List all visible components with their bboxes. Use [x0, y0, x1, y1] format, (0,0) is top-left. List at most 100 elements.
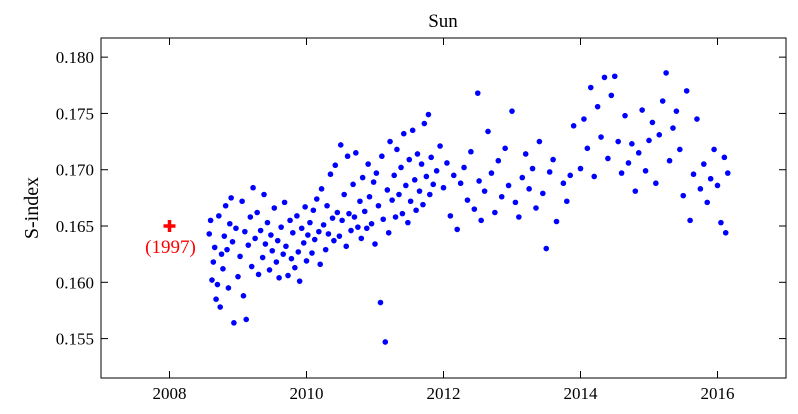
- data-point: [512, 199, 519, 206]
- data-point: [329, 215, 336, 221]
- data-point: [216, 213, 222, 219]
- data-point: [351, 214, 358, 220]
- data-point: [577, 165, 584, 172]
- data-point: [361, 208, 368, 215]
- data-point: [348, 227, 354, 234]
- data-point: [269, 247, 276, 254]
- data-point: [266, 267, 273, 273]
- data-point: [322, 246, 329, 253]
- data-point: [403, 182, 409, 189]
- data-point: [522, 151, 529, 157]
- data-point: [492, 209, 498, 216]
- data-point: [350, 181, 356, 188]
- data-point: [581, 116, 587, 122]
- data-point: [536, 138, 543, 145]
- data-point: [391, 172, 397, 179]
- data-point: [601, 74, 608, 81]
- data-point: [505, 182, 512, 189]
- data-point: [625, 160, 632, 166]
- data-point: [605, 155, 611, 162]
- data-point: [683, 88, 690, 94]
- data-point: [450, 172, 457, 179]
- data-point: [598, 134, 604, 140]
- data-point: [428, 154, 434, 161]
- data-point: [229, 238, 236, 245]
- x-tick-label: 2014: [564, 384, 599, 403]
- data-point: [280, 251, 287, 257]
- data-point: [316, 228, 322, 235]
- data-point: [370, 179, 377, 185]
- data-point: [218, 251, 225, 257]
- data-point: [318, 186, 325, 192]
- data-point: [355, 224, 361, 230]
- data-point: [222, 202, 229, 209]
- data-point: [305, 232, 311, 238]
- data-point: [285, 272, 291, 279]
- data-point: [245, 242, 252, 248]
- data-point: [454, 226, 461, 233]
- data-point: [608, 92, 615, 99]
- data-point: [353, 150, 359, 156]
- data-point: [618, 170, 625, 176]
- data-point: [339, 217, 345, 224]
- data-point: [337, 142, 344, 148]
- data-point: [670, 125, 676, 131]
- data-point: [420, 201, 426, 208]
- data-point: [257, 227, 264, 234]
- data-point: [622, 112, 628, 119]
- data-point: [481, 188, 488, 194]
- data-point: [632, 188, 639, 194]
- data-point: [287, 217, 293, 224]
- data-point: [406, 156, 413, 163]
- data-point: [325, 231, 332, 237]
- data-point: [570, 123, 577, 129]
- data-point: [239, 198, 245, 205]
- data-point: [649, 119, 656, 126]
- data-point: [317, 261, 324, 268]
- data-point: [639, 107, 645, 113]
- data-point: [567, 172, 574, 179]
- data-point: [281, 199, 288, 206]
- data-point: [210, 259, 217, 265]
- data-point: [646, 137, 652, 144]
- data-point: [711, 146, 717, 153]
- data-point: [231, 320, 237, 326]
- data-point: [546, 169, 553, 175]
- data-point: [416, 188, 423, 194]
- data-point: [228, 195, 234, 201]
- data-point: [447, 213, 454, 219]
- data-point: [673, 108, 680, 114]
- data-point: [498, 193, 505, 200]
- data-point: [294, 213, 300, 219]
- data-point: [425, 111, 432, 118]
- data-point: [346, 210, 352, 217]
- data-point: [385, 229, 392, 236]
- data-point: [564, 198, 570, 205]
- data-point: [591, 173, 597, 180]
- data-point: [697, 186, 704, 192]
- data-point: [240, 293, 247, 299]
- data-point: [687, 217, 693, 224]
- data-point: [273, 259, 280, 265]
- data-point: [221, 233, 228, 239]
- data-point: [278, 224, 284, 230]
- data-point: [298, 225, 305, 232]
- data-point: [283, 243, 289, 250]
- data-point: [409, 127, 416, 134]
- data-point: [235, 273, 241, 280]
- data-point: [379, 153, 385, 160]
- data-point: [264, 219, 271, 226]
- data-point: [418, 161, 425, 167]
- data-point: [248, 263, 255, 270]
- data-point: [694, 116, 700, 122]
- data-point: [471, 206, 478, 212]
- data-point: [642, 168, 649, 174]
- data-point: [237, 253, 243, 260]
- data-point: [384, 187, 391, 193]
- data-point: [550, 156, 556, 163]
- data-point: [332, 162, 339, 169]
- data-point: [656, 132, 663, 138]
- data-point: [331, 237, 337, 244]
- data-point: [368, 220, 375, 227]
- data-point: [226, 220, 233, 227]
